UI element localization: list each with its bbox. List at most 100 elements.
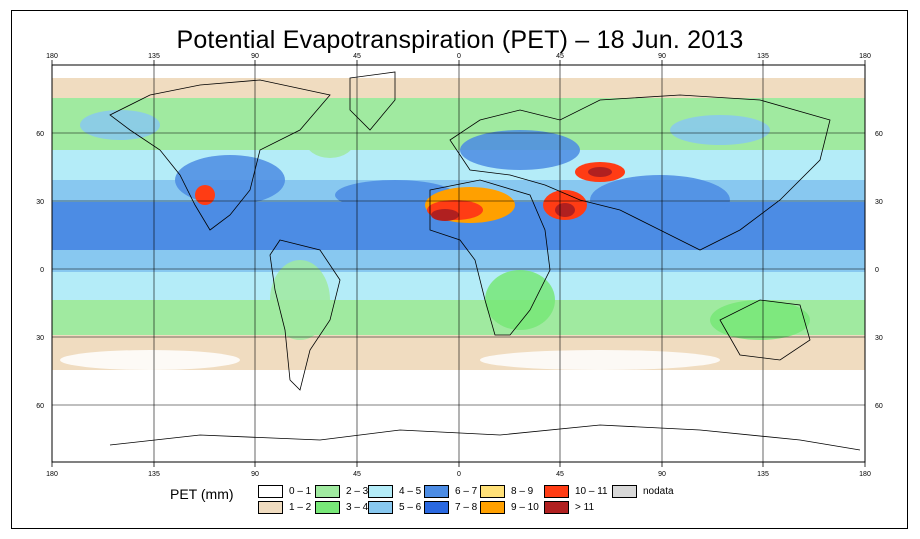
legend-swatch xyxy=(258,500,283,514)
legend-item: 6 – 7 xyxy=(424,484,477,498)
legend-swatch xyxy=(315,500,340,514)
legend-item: 7 – 8 xyxy=(424,500,477,514)
legend-label: 1 – 2 xyxy=(289,501,312,513)
legend-swatch xyxy=(480,484,505,498)
top-lon-label: 135 xyxy=(757,53,769,60)
pet-patch-atlantic-north xyxy=(305,122,355,158)
greenland-outline xyxy=(349,71,396,131)
left-lat-label: 60 xyxy=(36,131,44,138)
pet-patch-south-america xyxy=(270,260,330,340)
australia-outline xyxy=(719,299,811,361)
legend-swatch xyxy=(424,484,449,498)
legend-swatch xyxy=(544,500,569,514)
right-lat-label: 60 xyxy=(875,403,883,410)
legend-label: 2 – 3 xyxy=(346,485,369,497)
legend-item: 4 – 5 xyxy=(368,484,421,498)
legend-swatch xyxy=(424,500,449,514)
pet-band-south-tropics xyxy=(52,272,865,300)
legend-swatch xyxy=(612,484,637,498)
pet-patch-south-indian-low xyxy=(480,350,720,370)
bottom-lon-label: 0 xyxy=(457,471,461,478)
top-lon-label: 45 xyxy=(353,53,361,60)
legend-item: > 11 xyxy=(544,500,594,514)
map-border xyxy=(51,64,866,463)
legend-swatch xyxy=(315,484,340,498)
axis-ticks xyxy=(51,60,866,467)
bottom-lon-label: 90 xyxy=(251,471,259,478)
legend-label: 4 – 5 xyxy=(399,485,422,497)
legend-item: 10 – 11 xyxy=(544,484,608,498)
africa-outline xyxy=(429,179,551,336)
map-title: Potential Evapotranspiration (PET) – 18 … xyxy=(176,26,744,54)
legend-swatch xyxy=(368,484,393,498)
graticule xyxy=(52,65,865,462)
legend-item: 0 – 1 xyxy=(258,484,311,498)
pet-band-north-mid xyxy=(52,150,865,180)
legend-label: nodata xyxy=(643,485,674,497)
legend-item: 1 – 2 xyxy=(258,500,311,514)
top-lon-label: 90 xyxy=(251,53,259,60)
legend-swatch xyxy=(480,500,505,514)
legend-label: 5 – 6 xyxy=(399,501,422,513)
legend-label: 3 – 4 xyxy=(346,501,369,513)
legend-item: 2 – 3 xyxy=(315,484,368,498)
hotspot-arabia-max xyxy=(555,203,575,217)
legend-label: 0 – 1 xyxy=(289,485,312,497)
legend-item: 9 – 10 xyxy=(480,500,539,514)
legend-label: > 11 xyxy=(575,501,594,513)
hotspot-sw-usa xyxy=(195,185,215,205)
right-lat-label: 60 xyxy=(875,131,883,138)
right-lat-label: 30 xyxy=(875,335,883,342)
pet-band-arctic xyxy=(52,78,865,98)
legend-item: 8 – 9 xyxy=(480,484,533,498)
antarctica-outline xyxy=(109,424,861,451)
top-lon-label: 0 xyxy=(457,53,461,60)
left-lat-label: 0 xyxy=(40,267,44,274)
bottom-lon-label: 180 xyxy=(859,471,871,478)
legend-label: 8 – 9 xyxy=(511,485,534,497)
bottom-lon-label: 90 xyxy=(658,471,666,478)
right-lat-label: 30 xyxy=(875,199,883,206)
legend-item: nodata xyxy=(612,484,674,498)
legend-label: 7 – 8 xyxy=(455,501,478,513)
legend-label: 9 – 10 xyxy=(511,501,539,513)
pet-patch-australia xyxy=(710,300,810,340)
legend-label: 10 – 11 xyxy=(575,485,608,497)
top-lon-label: 180 xyxy=(859,53,871,60)
right-lat-label: 0 xyxy=(875,267,879,274)
legend-swatch xyxy=(544,484,569,498)
south-america-outline xyxy=(269,239,341,391)
legend-label: 6 – 7 xyxy=(455,485,478,497)
pet-patches xyxy=(60,110,810,370)
pet-band-antarctic xyxy=(52,370,865,462)
top-lon-label: 135 xyxy=(148,53,160,60)
pet-patch-alaska xyxy=(80,110,160,140)
legend-swatch xyxy=(258,484,283,498)
top-lon-label: 180 xyxy=(46,53,58,60)
left-lat-label: 30 xyxy=(36,199,44,206)
top-lon-label: 90 xyxy=(658,53,666,60)
bottom-lon-label: 45 xyxy=(353,471,361,478)
pet-patch-atlantic xyxy=(335,180,455,210)
legend-swatch xyxy=(368,500,393,514)
top-lon-label: 45 xyxy=(556,53,564,60)
legend-title: PET (mm) xyxy=(170,486,234,502)
pet-patch-south-pacific-low xyxy=(60,350,240,370)
pet-patch-asia xyxy=(590,175,730,225)
pet-patch-siberia xyxy=(670,115,770,145)
left-lat-label: 60 xyxy=(36,403,44,410)
bottom-lon-label: 45 xyxy=(556,471,564,478)
bottom-lon-label: 135 xyxy=(148,471,160,478)
left-lat-label: 30 xyxy=(36,335,44,342)
bottom-lon-label: 135 xyxy=(757,471,769,478)
legend-item: 3 – 4 xyxy=(315,500,368,514)
north-america-outline xyxy=(109,79,331,231)
pet-patch-africa-south xyxy=(485,270,555,330)
legend-item: 5 – 6 xyxy=(368,500,421,514)
hotspot-central-asia-max xyxy=(588,167,612,177)
hotspot-sahara-max xyxy=(431,209,459,221)
pet-patch-europe xyxy=(460,130,580,170)
bottom-lon-label: 180 xyxy=(46,471,58,478)
figure-frame xyxy=(11,10,908,529)
